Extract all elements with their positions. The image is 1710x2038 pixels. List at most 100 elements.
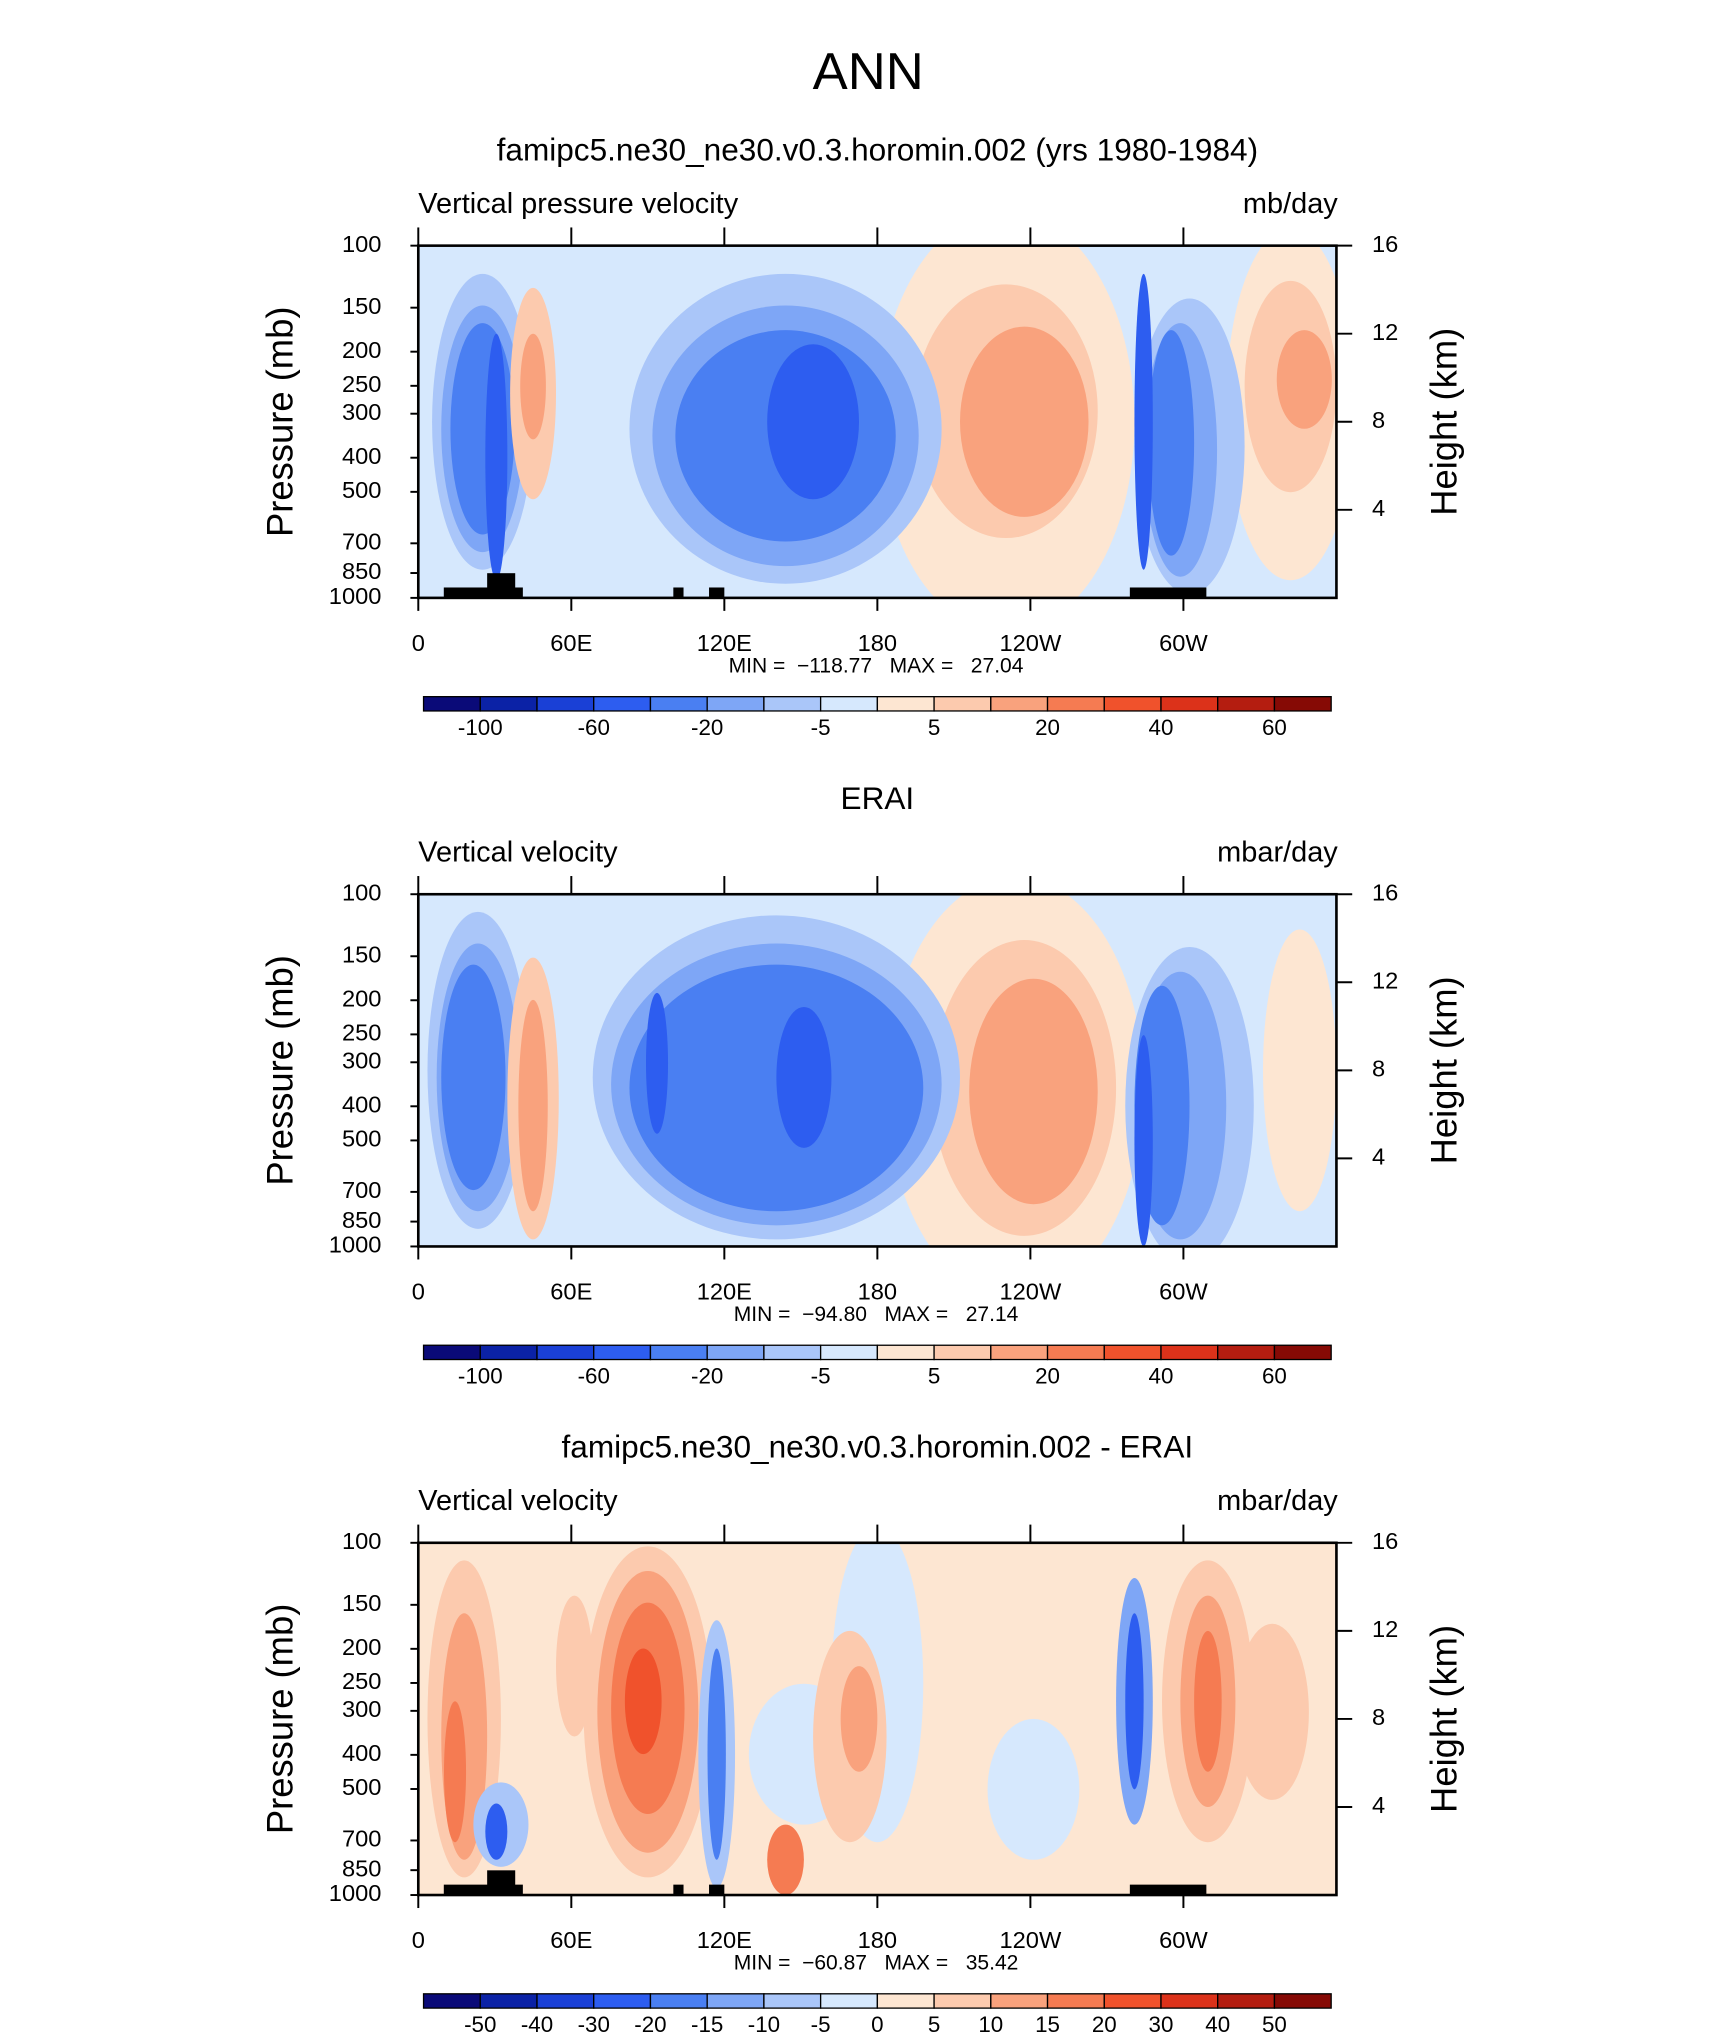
contour-region <box>1134 273 1153 570</box>
colorbar-box <box>763 696 822 712</box>
y2-tick-label: 12 <box>1372 968 1398 994</box>
panel-title: famipc5.ne30_ne30.v0.3.horomin.002 (yrs … <box>497 132 1258 167</box>
colorbar-box <box>1103 1993 1162 2009</box>
contour-region <box>776 1006 832 1148</box>
topography <box>487 1870 516 1896</box>
contour-region <box>959 326 1089 517</box>
colorbar-label: 30 <box>1149 2012 1174 2037</box>
colorbar-box <box>1046 1344 1105 1361</box>
y-tick-label: 100 <box>342 1528 381 1554</box>
field <box>418 894 1337 1247</box>
stats: MIN = −60.87 MAX = 35.42 <box>734 1952 1019 1975</box>
y-tick-label: 150 <box>342 942 381 968</box>
contour-region <box>840 1666 878 1772</box>
y-tick-label: 850 <box>342 1207 381 1233</box>
x-tick-label: 120W <box>999 1927 1062 1953</box>
stats: MIN = −94.80 MAX = 27.14 <box>734 1303 1019 1326</box>
colorbar-label: -20 <box>691 1364 723 1389</box>
topography <box>1129 1884 1207 1896</box>
x-tick-label: 0 <box>412 1927 425 1953</box>
contour-region <box>485 1803 508 1860</box>
x-tick-label: 120E <box>697 1927 752 1953</box>
left-label: Vertical velocity <box>418 1485 618 1517</box>
colorbar-box <box>1103 696 1162 712</box>
x-tick-label: 120W <box>999 630 1062 656</box>
y-tick-label: 700 <box>342 1177 381 1203</box>
y-tick-label: 100 <box>342 880 381 906</box>
colorbar-label: 5 <box>928 715 940 740</box>
y-tick-label: 150 <box>342 293 381 319</box>
colorbar-label: -50 <box>464 2012 496 2037</box>
y-tick-label: 250 <box>342 371 381 397</box>
x-tick-label: 60E <box>550 1927 592 1953</box>
x-tick-label: 180 <box>858 1927 897 1953</box>
colorbar-label: 40 <box>1149 715 1174 740</box>
y-tick-label: 400 <box>342 1740 381 1766</box>
topography <box>487 573 516 598</box>
field <box>418 1542 1337 1896</box>
y-tick-label: 500 <box>342 1126 381 1152</box>
colorbar-label: 60 <box>1262 1364 1287 1389</box>
colorbar-box <box>649 696 708 712</box>
contour-region <box>645 992 669 1134</box>
y-axis-title: Pressure (mb) <box>259 1604 300 1835</box>
colorbar-box <box>990 1344 1049 1361</box>
y2-tick-label: 8 <box>1372 1704 1385 1730</box>
colorbar-label: -5 <box>811 2012 831 2037</box>
colorbar-label: 40 <box>1205 2012 1230 2037</box>
colorbar-box <box>1217 696 1276 712</box>
colorbar-box <box>479 1344 538 1361</box>
y-tick-label: 850 <box>342 558 381 584</box>
colorbar-box <box>706 696 765 712</box>
y2-tick-label: 4 <box>1372 1144 1385 1170</box>
topography <box>443 587 523 598</box>
contour-region <box>629 964 924 1212</box>
colorbar-label: 0 <box>871 2012 883 2037</box>
colorbar-label: -5 <box>811 1364 831 1389</box>
x-tick-label: 0 <box>412 630 425 656</box>
colorbar-label: -60 <box>578 1364 610 1389</box>
colorbar-box <box>422 696 481 712</box>
contour-region <box>767 1824 804 1896</box>
colorbar-label: 20 <box>1035 1364 1060 1389</box>
y2-axis-title: Height (km) <box>1423 1625 1464 1813</box>
topography <box>673 587 684 598</box>
colorbar-label: -30 <box>578 2012 610 2037</box>
colorbar-box <box>1217 1344 1276 1361</box>
colorbar-label: 20 <box>1035 715 1060 740</box>
colorbar-box <box>876 1993 935 2009</box>
y-tick-label: 200 <box>342 337 381 363</box>
topography <box>1129 587 1207 598</box>
colorbar-box <box>649 1993 708 2009</box>
y-tick-label: 1000 <box>329 1232 382 1258</box>
colorbar-box <box>479 696 538 712</box>
x-tick-label: 60E <box>550 1279 592 1305</box>
y2-axis-title: Height (km) <box>1423 976 1464 1164</box>
colorbar-box <box>593 696 652 712</box>
y-tick-label: 200 <box>342 1634 381 1660</box>
contour-region <box>1134 1035 1153 1247</box>
right-label: mb/day <box>1243 188 1338 220</box>
colorbar-box <box>1217 1993 1276 2009</box>
colorbar-box <box>876 696 935 712</box>
x-tick-label: 60W <box>1159 1279 1208 1305</box>
y-axis-title: Pressure (mb) <box>259 955 300 1186</box>
colorbar-label: -15 <box>691 2012 723 2037</box>
colorbar-label: 5 <box>928 2012 940 2037</box>
topography <box>709 1884 725 1896</box>
contour-region <box>444 1701 467 1843</box>
colorbar-box <box>1160 696 1219 712</box>
x-tick-label: 60W <box>1159 1927 1208 1953</box>
contour-region <box>441 964 506 1191</box>
y2-tick-label: 4 <box>1372 495 1385 521</box>
colorbar-box <box>876 1344 935 1361</box>
topography <box>443 1884 523 1896</box>
colorbar-box <box>536 1993 595 2009</box>
y2-tick-label: 8 <box>1372 1056 1385 1082</box>
y-tick-label: 150 <box>342 1590 381 1616</box>
colorbar-label: -20 <box>691 715 723 740</box>
colorbar-box <box>933 1344 992 1361</box>
colorbar-box <box>819 1344 879 1361</box>
